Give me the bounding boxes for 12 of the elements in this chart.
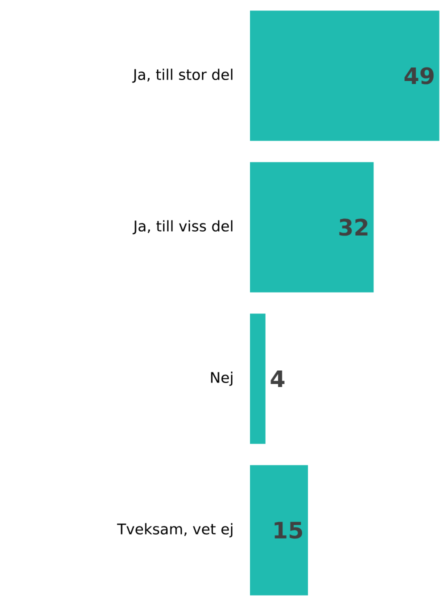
bar — [250, 162, 374, 292]
data-label: 15 — [274, 522, 302, 539]
y-tick-label: Ja, till stor del — [132, 68, 232, 83]
y-tick-label: Tveksam, vet ej — [117, 523, 232, 538]
bar — [250, 314, 266, 444]
data-label: 4 — [270, 370, 284, 388]
y-tick-label: Ja, till viss del — [132, 220, 232, 234]
bar — [250, 465, 308, 596]
bar — [250, 10, 440, 141]
data-label: 32 — [339, 218, 368, 236]
data-label: 49 — [404, 67, 434, 84]
y-tick-label: Nej — [211, 372, 232, 386]
